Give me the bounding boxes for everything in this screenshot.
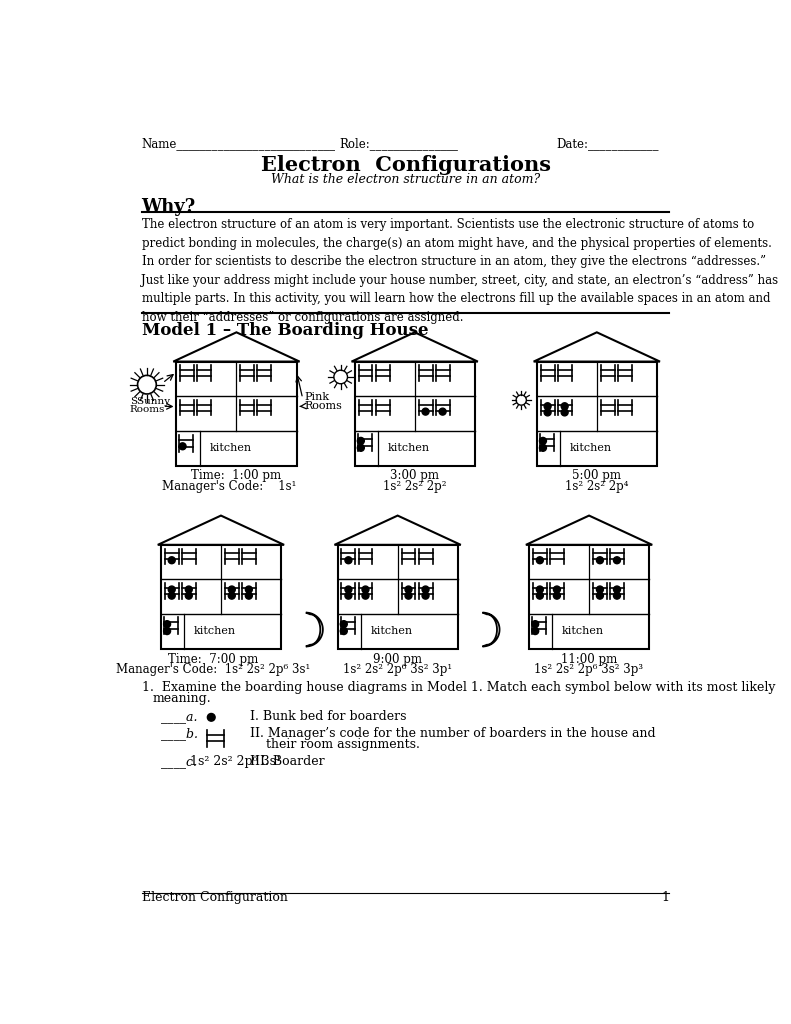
Text: kitchen: kitchen [562, 627, 604, 637]
Circle shape [358, 444, 365, 452]
Text: Manager's Code:  1s² 2s² 2p⁶ 3s¹: Manager's Code: 1s² 2s² 2p⁶ 3s¹ [116, 664, 310, 677]
Circle shape [405, 592, 412, 599]
Text: Electron Configuration: Electron Configuration [142, 891, 287, 903]
Circle shape [340, 628, 347, 635]
Circle shape [532, 628, 539, 635]
Circle shape [422, 592, 429, 599]
Bar [176, 361, 297, 466]
Circle shape [439, 409, 446, 415]
Circle shape [536, 592, 543, 599]
Text: SSunny: SSunny [130, 397, 170, 406]
Circle shape [561, 402, 568, 410]
Polygon shape [483, 612, 500, 646]
Circle shape [362, 592, 369, 599]
Text: 1: 1 [661, 891, 669, 903]
Circle shape [544, 409, 551, 416]
Text: 5:00 pm: 5:00 pm [573, 469, 621, 482]
Bar [338, 545, 458, 649]
Circle shape [554, 592, 560, 599]
Text: 1s² 2s² 2p²: 1s² 2s² 2p² [383, 480, 446, 494]
Circle shape [544, 402, 551, 410]
Circle shape [340, 621, 347, 628]
Text: 1.  Examine the boarding house diagrams in Model 1. Match each symbol below with: 1. Examine the boarding house diagrams i… [142, 681, 775, 694]
Text: meaning.: meaning. [153, 692, 211, 705]
Circle shape [614, 557, 620, 563]
Circle shape [345, 592, 352, 599]
Circle shape [345, 586, 352, 593]
Circle shape [422, 409, 429, 415]
Circle shape [596, 592, 604, 599]
Circle shape [179, 442, 186, 450]
Text: Name___________________________: Name___________________________ [142, 137, 335, 151]
Circle shape [532, 621, 539, 628]
Circle shape [614, 592, 620, 599]
Circle shape [207, 714, 215, 721]
Text: Rooms: Rooms [130, 406, 165, 415]
Text: kitchen: kitchen [371, 627, 413, 637]
Text: kitchen: kitchen [570, 443, 612, 454]
Circle shape [168, 586, 176, 593]
Circle shape [561, 409, 568, 416]
Bar [354, 361, 475, 466]
Text: 1s² 2s² 2p⁶ 3s¹: 1s² 2s² 2p⁶ 3s¹ [191, 755, 282, 768]
Text: Model 1 – The Boarding House: Model 1 – The Boarding House [142, 322, 428, 339]
Text: kitchen: kitchen [388, 443, 430, 454]
Text: Time:  7:00 pm: Time: 7:00 pm [168, 652, 259, 666]
Circle shape [164, 628, 171, 635]
Bar [161, 545, 281, 649]
Text: Pink: Pink [305, 392, 329, 402]
Text: II. Manager’s code for the number of boarders in the house and: II. Manager’s code for the number of boa… [250, 727, 656, 740]
Text: 1s² 2s² 2p⁶ 3s² 3p³: 1s² 2s² 2p⁶ 3s² 3p³ [535, 664, 644, 677]
Circle shape [614, 586, 620, 593]
Text: What is the electron structure in an atom?: What is the electron structure in an ato… [271, 173, 540, 186]
Text: 3:00 pm: 3:00 pm [390, 469, 439, 482]
Bar [529, 545, 649, 649]
Polygon shape [306, 612, 323, 646]
Circle shape [168, 592, 176, 599]
Text: kitchen: kitchen [194, 627, 237, 637]
Circle shape [536, 586, 543, 593]
Circle shape [229, 592, 235, 599]
Circle shape [554, 586, 560, 593]
Circle shape [164, 621, 171, 628]
Text: 11:00 pm: 11:00 pm [561, 652, 617, 666]
Text: Why?: Why? [142, 199, 195, 216]
Text: Time:  1:00 pm: Time: 1:00 pm [191, 469, 282, 482]
Text: Role:_______________: Role:_______________ [339, 137, 458, 151]
Text: Rooms: Rooms [305, 401, 343, 412]
Circle shape [245, 586, 252, 593]
Circle shape [596, 586, 604, 593]
Text: 1s² 2s² 2p⁴: 1s² 2s² 2p⁴ [565, 480, 629, 494]
Circle shape [229, 586, 235, 593]
Circle shape [362, 586, 369, 593]
Text: Manager's Code:    1s¹: Manager's Code: 1s¹ [161, 480, 296, 494]
Circle shape [185, 586, 192, 593]
Text: kitchen: kitchen [210, 443, 252, 454]
Circle shape [596, 557, 604, 563]
Bar [537, 361, 657, 466]
Circle shape [405, 586, 412, 593]
Circle shape [345, 557, 352, 563]
Text: their room assignments.: their room assignments. [266, 738, 419, 752]
Text: ____​c.: ____​c. [161, 755, 197, 768]
Text: III. Boarder: III. Boarder [250, 755, 324, 768]
Text: Date:____________: Date:____________ [556, 137, 659, 151]
Text: Electron  Configurations: Electron Configurations [261, 156, 551, 175]
Text: ____​b.: ____​b. [161, 727, 198, 740]
Circle shape [539, 444, 547, 452]
Text: The electron structure of an atom is very important. Scientists use the electron: The electron structure of an atom is ver… [142, 218, 778, 324]
Text: 9:00 pm: 9:00 pm [373, 652, 422, 666]
Text: I. Bunk bed for boarders: I. Bunk bed for boarders [250, 711, 407, 723]
Circle shape [185, 592, 192, 599]
Circle shape [422, 586, 429, 593]
Circle shape [358, 437, 365, 444]
Circle shape [539, 437, 547, 444]
Circle shape [536, 557, 543, 563]
Circle shape [168, 557, 176, 563]
Circle shape [245, 592, 252, 599]
Text: 1s² 2s² 2p⁶ 3s² 3p¹: 1s² 2s² 2p⁶ 3s² 3p¹ [343, 664, 452, 677]
Text: ____​a.: ____​a. [161, 711, 198, 723]
